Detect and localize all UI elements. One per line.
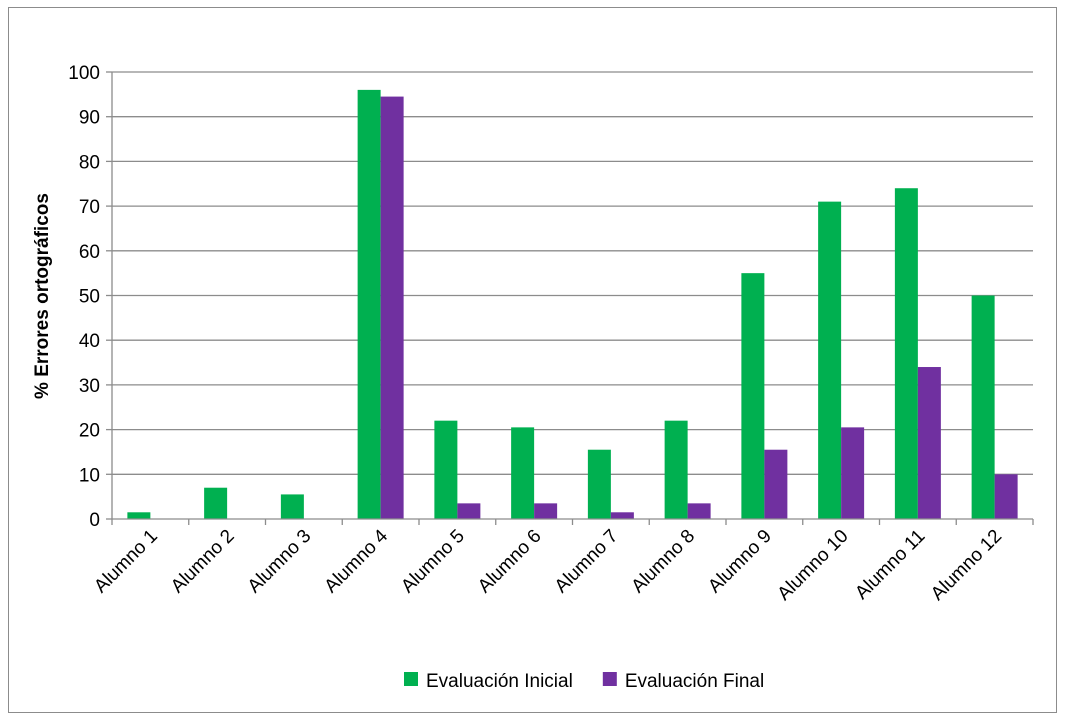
y-tick-label: 90 — [79, 108, 100, 129]
y-axis-label: % Errores ortográficos — [32, 193, 53, 399]
legend-swatch-final — [602, 672, 617, 686]
y-tick-label: 0 — [89, 510, 100, 531]
x-tick-label: Alumno 5 — [397, 526, 469, 598]
x-tick-label: Alumno 1 — [90, 526, 162, 598]
bar-final-11 — [917, 367, 941, 519]
bar-final-4 — [380, 96, 404, 520]
bar-inicial-5 — [434, 420, 458, 519]
bar-inicial-8 — [664, 420, 688, 519]
gridlines — [112, 71, 1033, 475]
bar-inicial-4 — [357, 89, 381, 519]
bar-final-7 — [610, 512, 634, 519]
x-tick-label: Alumno 12 — [927, 526, 1006, 605]
legend: Evaluación Inicial Evaluación Final — [404, 671, 764, 692]
y-tick-label: 50 — [79, 287, 100, 308]
bar-final-12 — [994, 474, 1018, 519]
x-tick-label: Alumno 4 — [321, 525, 393, 597]
y-tick-label: 40 — [79, 331, 100, 352]
bar-inicial-11 — [894, 188, 918, 519]
x-tick-label: Alumno 11 — [851, 526, 929, 604]
bars — [127, 89, 1018, 520]
y-tick-label: 70 — [79, 197, 100, 218]
x-tick-label: Alumno 8 — [628, 526, 700, 598]
x-tick-label: Alumno 2 — [167, 526, 239, 598]
bar-inicial-10 — [818, 201, 842, 519]
x-tick-label: Alumno 6 — [474, 526, 546, 598]
y-tick-label: 80 — [79, 152, 100, 173]
bar-inicial-6 — [511, 427, 535, 519]
x-tick-label: Alumno 7 — [551, 526, 623, 598]
y-tick-label: 100 — [68, 63, 100, 84]
y-tick-label: 20 — [79, 421, 100, 442]
chart-frame — [8, 7, 1057, 713]
bar-inicial-9 — [741, 273, 765, 519]
bar-inicial-1 — [127, 512, 151, 519]
bar-inicial-7 — [587, 449, 611, 519]
legend-label-final: Evaluación Final — [625, 671, 764, 692]
bar-inicial-2 — [204, 487, 228, 519]
bar-final-8 — [687, 503, 711, 519]
x-axis-ticks: Alumno 1 Alumno 2 Alumno 3 Alumno 4 Alumno 5… — [90, 519, 1034, 605]
bar-final-6 — [534, 503, 558, 519]
bar-inicial-12 — [971, 295, 995, 519]
bar-inicial-3 — [280, 494, 304, 519]
bar-final-10 — [841, 427, 865, 519]
y-tick-label: 30 — [79, 376, 100, 397]
bar-final-5 — [457, 503, 481, 519]
x-tick-label: Alumno 3 — [244, 526, 316, 598]
y-axis-ticks: 0 10 20 30 40 50 60 70 80 90 100 — [68, 63, 112, 531]
legend-label-inicial: Evaluación Inicial — [426, 671, 573, 692]
x-tick-label: Alumno 9 — [704, 526, 776, 598]
bar-final-9 — [764, 449, 788, 519]
y-tick-label: 60 — [79, 242, 100, 263]
legend-swatch-inicial — [404, 672, 418, 686]
y-tick-label: 10 — [79, 465, 100, 486]
x-tick-label: Alumno 10 — [774, 526, 853, 605]
